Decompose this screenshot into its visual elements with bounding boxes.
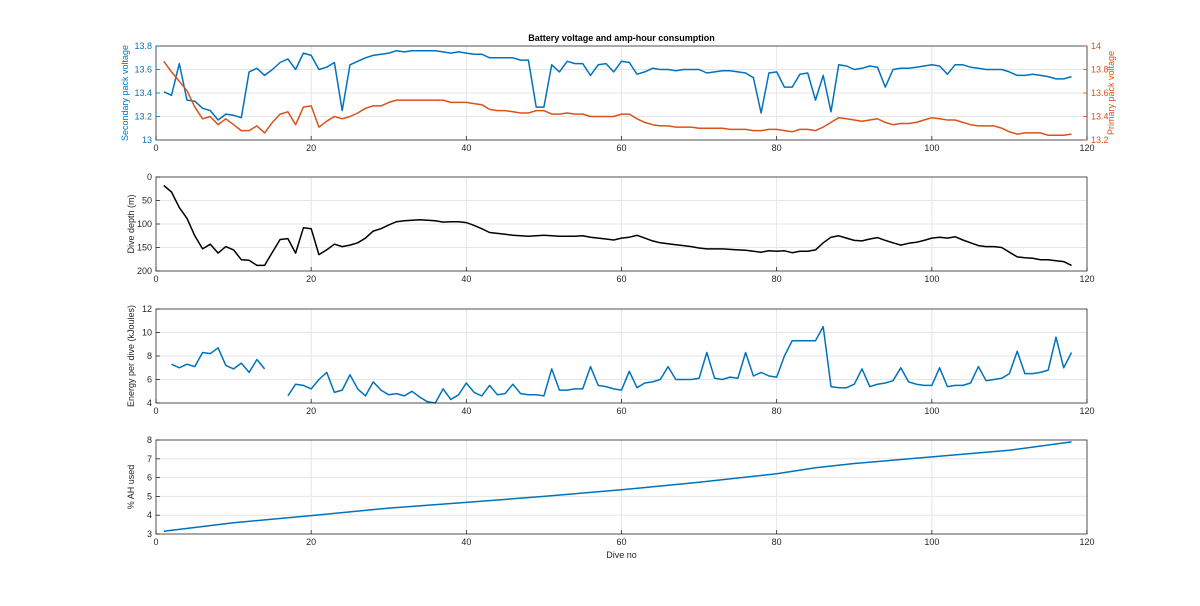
x-tick-label: 20 (306, 143, 316, 153)
chart-panel-2: 0 20 40 60 80 100 120 0 50 100 150 200 Dive depth (m… (126, 172, 1095, 284)
series-line-1 (163, 49, 1072, 121)
x-tick-label: 0 (153, 537, 158, 547)
x-tick-label: 40 (461, 406, 471, 416)
x-tick-label: 60 (616, 143, 626, 153)
y-tick-label: 12 (142, 304, 152, 314)
x-tick-label: 40 (461, 274, 471, 284)
x-tick-label: 100 (924, 143, 939, 153)
x-axis-label: Dive no (606, 550, 637, 560)
x-tick-label: 80 (772, 143, 782, 153)
y-tick-label: 7 (147, 454, 152, 464)
x-tick-label: 80 (772, 274, 782, 284)
x-tick-label: 120 (1079, 143, 1094, 153)
y-tick-label: 6 (147, 473, 152, 483)
y-tick-label: 6 (147, 375, 152, 385)
x-tick-label: 40 (461, 537, 471, 547)
x-tick-label: 60 (616, 406, 626, 416)
y-tick-label: 13.4 (134, 88, 152, 98)
y-right-tick-label: 13.8 (1091, 65, 1109, 75)
x-tick-label: 100 (924, 406, 939, 416)
x-tick-label: 40 (461, 143, 471, 153)
y-tick-label: 150 (137, 243, 152, 253)
y-tick-label: 4 (147, 398, 152, 408)
chart-panel-1: 0 20 40 60 80 100 120 13 13.2 13.4 13.6 13.8 13.2 13.… (120, 33, 1116, 153)
y-right-axis-label: Primary pack voltage (1106, 51, 1116, 135)
x-tick-label: 0 (153, 143, 158, 153)
series-line-2 (163, 60, 1072, 137)
x-tick-label: 100 (924, 537, 939, 547)
x-tick-label: 120 (1079, 274, 1094, 284)
y-tick-label: 4 (147, 510, 152, 520)
x-tick-label: 120 (1079, 406, 1094, 416)
y-tick-label: 0 (147, 172, 152, 182)
chart-title: Battery voltage and amp-hour consumption (528, 33, 715, 43)
chart-panel-4: 0 20 40 60 80 100 120 3 4 5 6 7 8 % AH used Dive no (126, 435, 1095, 560)
y-tick-label: 13 (142, 135, 152, 145)
x-tick-label: 60 (616, 537, 626, 547)
y-axis-label: Secondary pack voltage (120, 45, 130, 141)
y-axis-label: % AH used (126, 465, 136, 510)
y-tick-label: 8 (147, 435, 152, 445)
y-tick-label: 13.8 (134, 41, 152, 51)
x-tick-label: 0 (153, 274, 158, 284)
series-line-1 (163, 441, 1072, 532)
x-tick-label: 20 (306, 537, 316, 547)
x-tick-label: 100 (924, 274, 939, 284)
y-axis-label: Energy per dive (kJoules) (126, 305, 136, 407)
x-tick-label: 20 (306, 274, 316, 284)
y-right-tick-label: 13.2 (1091, 135, 1109, 145)
series-line-1 (171, 347, 266, 374)
chart-panel-3: 0 20 40 60 80 100 120 4 6 8 10 12 Energy per dive (k… (126, 304, 1095, 416)
y-axis-label: Dive depth (m) (126, 194, 136, 253)
y-right-tick-label: 13.6 (1091, 88, 1109, 98)
y-right-tick-label: 13.4 (1091, 112, 1109, 122)
x-tick-label: 0 (153, 406, 158, 416)
x-tick-label: 80 (772, 537, 782, 547)
y-tick-label: 8 (147, 351, 152, 361)
y-tick-label: 200 (137, 266, 152, 276)
x-tick-label: 120 (1079, 537, 1094, 547)
y-tick-label: 13.6 (134, 65, 152, 75)
y-right-tick-label: 14 (1091, 41, 1101, 51)
y-tick-label: 3 (147, 529, 152, 539)
y-tick-label: 50 (142, 196, 152, 206)
y-tick-label: 10 (142, 328, 152, 338)
y-tick-label: 100 (137, 219, 152, 229)
x-tick-label: 60 (616, 274, 626, 284)
x-tick-label: 80 (772, 406, 782, 416)
y-tick-label: 5 (147, 491, 152, 501)
y-tick-label: 13.2 (134, 112, 152, 122)
series-line-1 (163, 184, 1072, 267)
x-tick-label: 20 (306, 406, 316, 416)
series-line-2 (287, 325, 1073, 404)
